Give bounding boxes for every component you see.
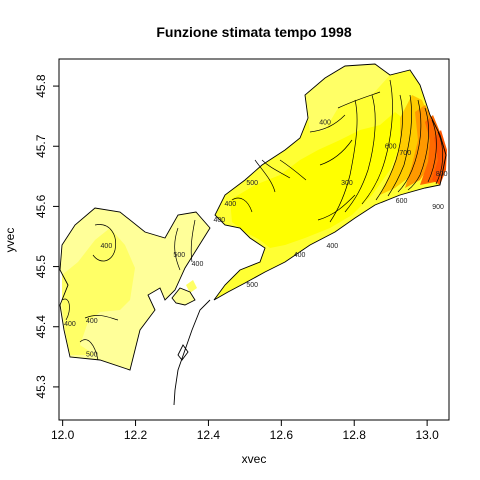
coastline-spit (173, 299, 211, 406)
x-axis: 12.0 12.2 12.4 12.6 12.8 13.0 (51, 420, 439, 442)
y-tick-label: 45.6 (34, 194, 48, 218)
contour-line (261, 159, 291, 179)
contour-lines (61, 79, 444, 361)
contour-line (79, 339, 99, 361)
contour-line (337, 91, 381, 109)
coastline-outlines (59, 63, 447, 406)
x-tick-label: 12.0 (51, 428, 75, 442)
contour-label: 400 (101, 243, 113, 250)
coastline-east (213, 63, 447, 301)
contour-label: 400 (86, 318, 98, 325)
region-mid-yellow-north (305, 64, 390, 132)
contour-line (92, 224, 116, 262)
contour-label: 500 (246, 180, 258, 187)
x-tick-label: 12.8 (343, 428, 367, 442)
contour-line (344, 94, 376, 213)
contour-label: 700 (399, 150, 411, 157)
contour-line (279, 159, 307, 181)
contour-line (407, 107, 429, 191)
x-tick-label: 12.4 (197, 428, 221, 442)
contour-labels: 400 400 400 500 500 400 400 400 500 300 400 400 400 5… (64, 120, 448, 359)
contour-line (190, 219, 196, 263)
contour-label: 400 (214, 217, 226, 224)
contour-line (309, 114, 346, 133)
contour-line (319, 139, 353, 166)
chart-title: Funzione stimata tempo 1998 (156, 24, 351, 40)
x-tick-label: 12.2 (124, 428, 148, 442)
y-tick-label: 45.5 (34, 255, 48, 279)
y-axis-label: yvec (3, 228, 17, 253)
x-axis-label: xvec (242, 452, 267, 466)
contour-label: 500 (246, 282, 258, 289)
region-red-orange (432, 130, 447, 185)
contour-line (329, 99, 358, 223)
contour-label: 400 (319, 120, 331, 127)
contour-line (317, 194, 356, 221)
contour-label: 600 (396, 198, 408, 205)
contour-label: 900 (432, 204, 444, 211)
contour-label: 800 (436, 171, 448, 178)
contour-label: 300 (341, 180, 353, 187)
contour-line (361, 79, 393, 205)
region-island-mid (186, 280, 197, 293)
y-tick-label: 45.7 (34, 134, 48, 158)
contour-line (254, 159, 276, 193)
y-tick-label: 45.8 (34, 74, 48, 98)
y-tick-label: 45.4 (34, 315, 48, 339)
contour-label: 500 (173, 252, 185, 259)
region-mid-yellow-west (62, 228, 135, 355)
contour-line (397, 99, 422, 193)
contour-line (387, 94, 412, 197)
y-axis: 45.3 45.4 45.5 45.6 45.7 45.8 (34, 74, 59, 399)
contour-label: 400 (224, 201, 236, 208)
contour-line (174, 227, 181, 271)
coastline-west (59, 207, 211, 371)
y-tick-label: 45.3 (34, 375, 48, 399)
x-tick-label: 13.0 (415, 428, 439, 442)
contour-label: 400 (294, 252, 306, 259)
region-island-left (172, 288, 195, 305)
contour-label: 500 (86, 351, 98, 358)
contour-label: 400 (64, 321, 76, 328)
filled-regions (60, 64, 447, 370)
contour-line (231, 197, 253, 213)
contour-line (427, 119, 437, 183)
contour-line (375, 94, 403, 201)
coastline-island (171, 287, 196, 306)
contour-label: 400 (192, 261, 204, 268)
contour-label: 400 (327, 243, 339, 250)
region-bright-yellow-core (230, 112, 405, 248)
contour-line (84, 315, 119, 321)
contour-label: 600 (385, 144, 397, 151)
contour-line (435, 131, 444, 185)
plot-frame (58, 58, 450, 421)
contour-line (61, 298, 70, 321)
x-tick-label: 12.6 (270, 428, 294, 442)
